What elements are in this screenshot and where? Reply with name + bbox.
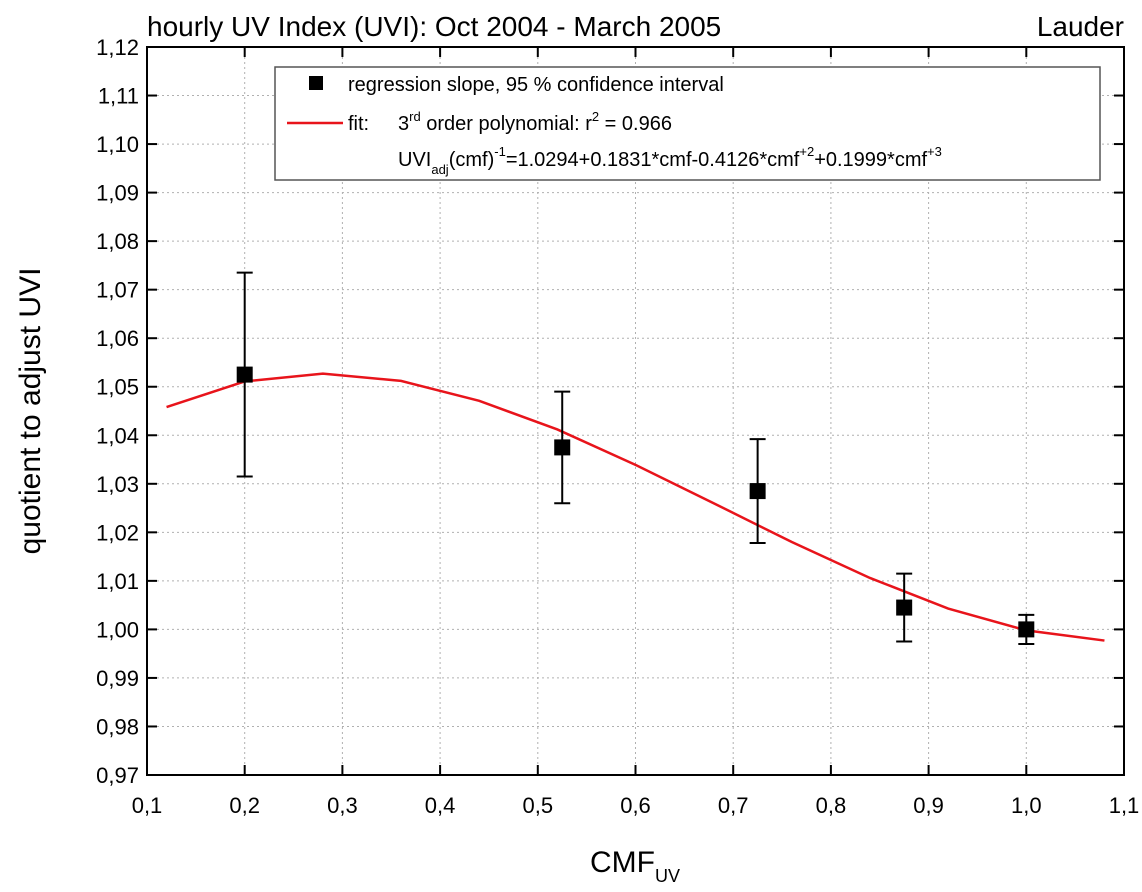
data-point <box>554 439 571 456</box>
legend-fit-part: = 0.966 <box>599 113 672 135</box>
legend-equation-part: +2 <box>799 144 814 159</box>
x-tick-label: 0,1 <box>132 793 163 818</box>
legend-equation-part: +3 <box>927 144 942 159</box>
legend-equation-part: +0.1999*cmf <box>814 149 927 171</box>
y-tick-label: 1,01 <box>96 569 139 594</box>
legend-fit-label: 3rd order polynomial: r2 = 0.966 <box>398 109 672 135</box>
legend-fit-part: rd <box>409 109 421 124</box>
x-axis-label-sub: UV <box>655 866 680 886</box>
y-tick-label: 1,06 <box>96 326 139 351</box>
legend-equation-part: =1.0294+0.1831*cmf-0.4126*cmf <box>506 149 800 171</box>
x-tick-label: 0,9 <box>913 793 944 818</box>
y-tick-label: 1,00 <box>96 617 139 642</box>
x-tick-label: 0,4 <box>425 793 456 818</box>
y-tick-label: 1,02 <box>96 520 139 545</box>
y-tick-label: 0,97 <box>96 763 139 788</box>
data-point <box>236 366 253 383</box>
legend-box <box>274 66 1101 181</box>
legend-equation-part: (cmf) <box>449 149 495 171</box>
y-tick-label: 1,08 <box>96 229 139 254</box>
y-axis-label: quotient to adjust UVI <box>14 268 47 555</box>
legend-label: fit: <box>348 113 369 135</box>
y-tick-label: 1,05 <box>96 375 139 400</box>
legend-equation: UVIadj(cmf)-1=1.0294+0.1831*cmf-0.4126*c… <box>398 144 942 177</box>
legend-fit-part: 3 <box>398 113 409 135</box>
legend-marker <box>309 76 323 90</box>
x-tick-label: 0,7 <box>718 793 749 818</box>
x-tick-label: 1,1 <box>1109 793 1140 818</box>
y-tick-label: 0,98 <box>96 714 139 739</box>
y-tick-label: 1,11 <box>98 84 139 109</box>
x-tick-label: 0,3 <box>327 793 358 818</box>
legend-label: regression slope, 95 % confidence interv… <box>348 74 724 96</box>
legend-fit-part: order polynomial: r <box>421 113 593 135</box>
legend-equation-part: UVI <box>398 149 431 171</box>
plot-frame <box>146 46 1125 776</box>
x-axis-label: CMFUV <box>590 846 680 886</box>
y-tick-label: 0,99 <box>96 666 139 691</box>
chart-title: hourly UV Index (UVI): Oct 2004 - March … <box>147 11 721 42</box>
x-tick-label: 1,0 <box>1011 793 1042 818</box>
y-tick-label: 1,10 <box>96 132 139 157</box>
x-axis-label-main: CMF <box>590 846 655 879</box>
x-tick-label: 0,8 <box>816 793 847 818</box>
legend-fit-part: 2 <box>592 109 599 124</box>
legend-equation-part: adj <box>431 162 448 177</box>
y-tick-label: 1,07 <box>96 278 139 303</box>
fit-line <box>166 372 1105 642</box>
data-point <box>749 483 766 500</box>
y-tick-label: 1,04 <box>96 423 139 448</box>
x-tick-label: 0,2 <box>229 793 260 818</box>
x-tick-label: 0,6 <box>620 793 651 818</box>
data-point <box>1018 621 1035 638</box>
x-tick-label: 0,5 <box>523 793 554 818</box>
data-point <box>896 599 913 616</box>
y-tick-label: 1,12 <box>96 35 139 60</box>
chart-location: Lauder <box>1037 11 1124 42</box>
y-tick-label: 1,09 <box>96 181 139 206</box>
y-tick-label: 1,03 <box>96 472 139 497</box>
legend-equation-part: -1 <box>494 144 506 159</box>
